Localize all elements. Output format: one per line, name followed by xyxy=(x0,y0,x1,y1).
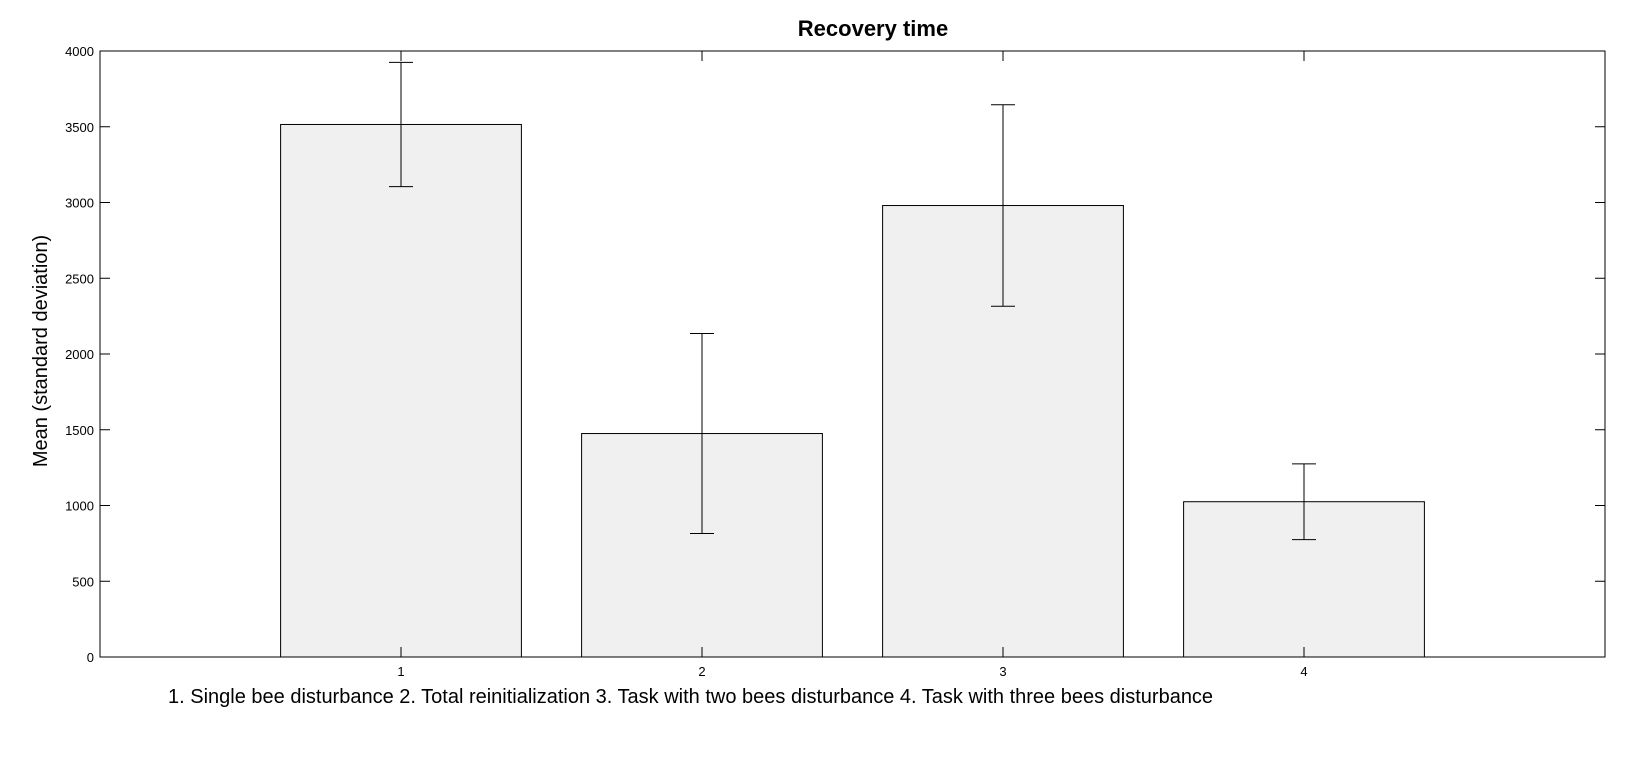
y-tick-label-3500: 3500 xyxy=(65,120,94,135)
y-tick-label-1500: 1500 xyxy=(65,423,94,438)
y-tick-label-0: 0 xyxy=(87,650,94,665)
y-tick-label-500: 500 xyxy=(72,574,94,589)
y-axis-label: Mean (standard deviation) xyxy=(30,235,52,467)
x-tick-label-1: 1 xyxy=(397,664,404,679)
y-tick-label-3000: 3000 xyxy=(65,196,94,211)
x-tick-label-3: 3 xyxy=(999,664,1006,679)
chart-title: Recovery time xyxy=(798,16,948,41)
y-tick-label-1000: 1000 xyxy=(65,499,94,514)
y-tick-label-4000: 4000 xyxy=(65,44,94,59)
x-axis-label: 1. Single bee disturbance 2. Total reini… xyxy=(168,686,1213,708)
plot-area: 0 500 1000 1500 2000 2500 3000 3500 4000 1 2 3 4 xyxy=(65,44,1606,679)
x-tick-label-4: 4 xyxy=(1300,664,1307,679)
y-tick-label-2500: 2500 xyxy=(65,271,94,286)
x-tick-label-2: 2 xyxy=(698,664,705,679)
y-tick-label-2000: 2000 xyxy=(65,347,94,362)
bar-1 xyxy=(280,123,522,658)
